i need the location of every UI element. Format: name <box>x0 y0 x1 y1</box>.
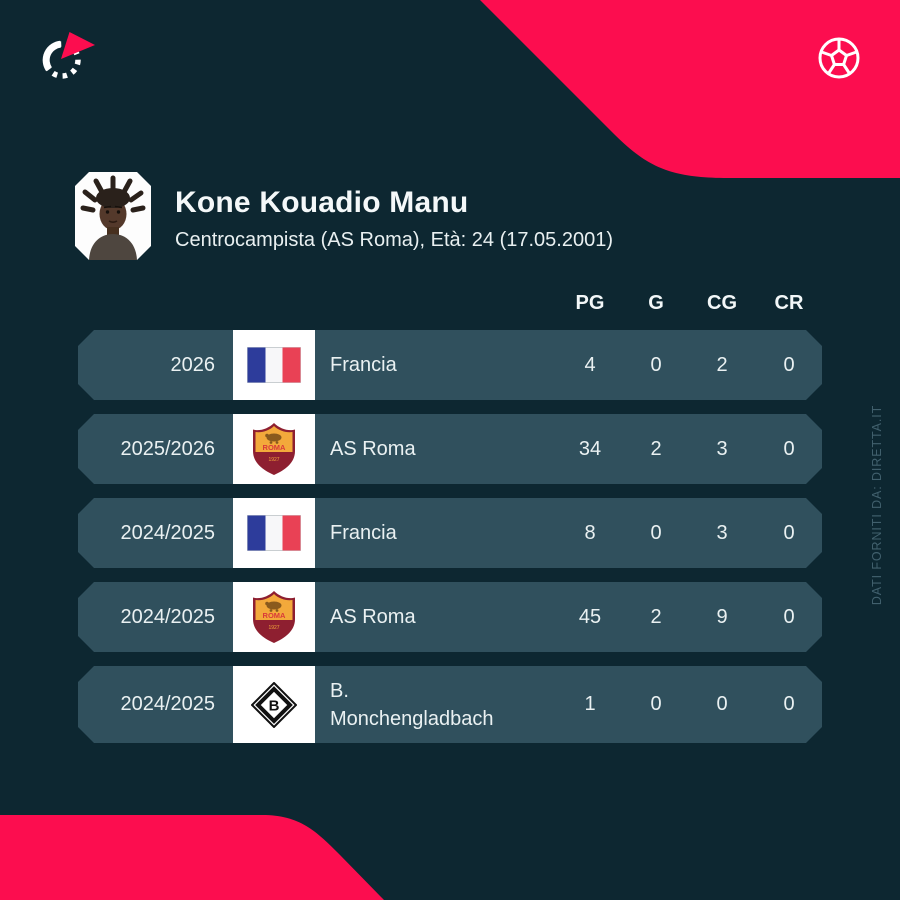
stat-g: 2 <box>650 605 662 628</box>
player-portrait <box>75 172 151 260</box>
france-flag <box>247 347 301 383</box>
table-row: 2026 Francia 4 0 2 0 <box>78 330 822 400</box>
as-roma-crest: ROMA 1927 <box>252 422 296 476</box>
stat-cg: 3 <box>716 437 728 460</box>
badge-cell: B <box>233 666 315 743</box>
badge-cell: ROMA 1927 <box>233 582 315 652</box>
team-name: B. Monchengladbach <box>330 679 494 730</box>
team-name: AS Roma <box>330 606 416 628</box>
badge-cell: ROMA 1927 <box>233 414 315 484</box>
stat-pg: 4 <box>584 353 596 376</box>
svg-text:ROMA: ROMA <box>263 443 286 452</box>
stat-pg: 45 <box>578 605 602 628</box>
stat-cr: 0 <box>783 437 795 460</box>
season-label: 2024/2025 <box>120 693 215 715</box>
flashscore-logo-icon <box>42 32 95 79</box>
stat-pg: 34 <box>578 437 602 460</box>
column-header-cg: CG <box>707 292 737 314</box>
top-right-accent-shape <box>480 0 900 178</box>
bottom-left-accent-shape <box>0 815 384 900</box>
stat-cr: 0 <box>783 693 795 715</box>
stat-cg: 2 <box>716 353 728 376</box>
svg-text:B: B <box>269 697 280 714</box>
stat-pg: 1 <box>584 693 596 715</box>
stat-cg: 9 <box>716 605 728 628</box>
table-row: 2025/2026 ROMA 1927 AS Roma 34 2 3 0 <box>78 414 822 484</box>
stat-g: 0 <box>650 353 662 376</box>
column-header-cr: CR <box>774 292 804 314</box>
stat-cr: 0 <box>783 605 795 628</box>
team-name: AS Roma <box>330 438 416 460</box>
season-label: 2025/2026 <box>120 437 215 460</box>
season-label: 2024/2025 <box>120 521 215 544</box>
season-label: 2026 <box>170 353 215 376</box>
svg-text:1927: 1927 <box>268 457 279 463</box>
table-row: 2024/2025 B B. Monchengladbach 1 0 0 0 <box>78 666 822 743</box>
table-row: 2024/2025 ROMA 1927 AS Roma 45 2 9 0 <box>78 582 822 652</box>
gladbach-crest: B <box>251 682 297 728</box>
badge-cell <box>233 330 315 400</box>
svg-text:ROMA: ROMA <box>263 611 286 620</box>
stat-g: 2 <box>650 437 662 460</box>
as-roma-crest: ROMA 1927 <box>252 590 296 644</box>
stat-cr: 0 <box>783 353 795 376</box>
table-header: PG G CG CR <box>78 292 822 320</box>
france-flag <box>247 515 301 551</box>
stat-cr: 0 <box>783 521 795 544</box>
stat-g: 0 <box>650 693 662 715</box>
stat-g: 0 <box>650 521 662 544</box>
stat-cg: 3 <box>716 521 728 544</box>
page-title: Kone Kouadio Manu <box>175 186 469 219</box>
player-photo <box>75 172 151 260</box>
column-header-pg: PG <box>575 292 605 314</box>
stat-pg: 8 <box>584 521 596 544</box>
badge-cell <box>233 498 315 568</box>
column-header-g: G <box>648 292 664 314</box>
team-name: Francia <box>330 354 397 376</box>
team-name: Francia <box>330 522 397 544</box>
player-details: Centrocampista (AS Roma), Età: 24 (17.05… <box>175 229 613 251</box>
season-stats-table: PG G CG CR 2026 Francia 4 0 2 0 2025/202… <box>78 292 822 757</box>
soccer-ball-icon <box>818 37 860 79</box>
svg-text:1927: 1927 <box>268 625 279 631</box>
table-row: 2024/2025 Francia 8 0 3 0 <box>78 498 822 568</box>
stats-rows: 2026 Francia 4 0 2 0 2025/2026 ROMA 1927 … <box>78 330 822 743</box>
stat-cg: 0 <box>716 693 728 715</box>
data-provider-watermark: DATI FORNITI DA: DIRETTA.IT <box>870 404 884 606</box>
season-label: 2024/2025 <box>120 605 215 628</box>
